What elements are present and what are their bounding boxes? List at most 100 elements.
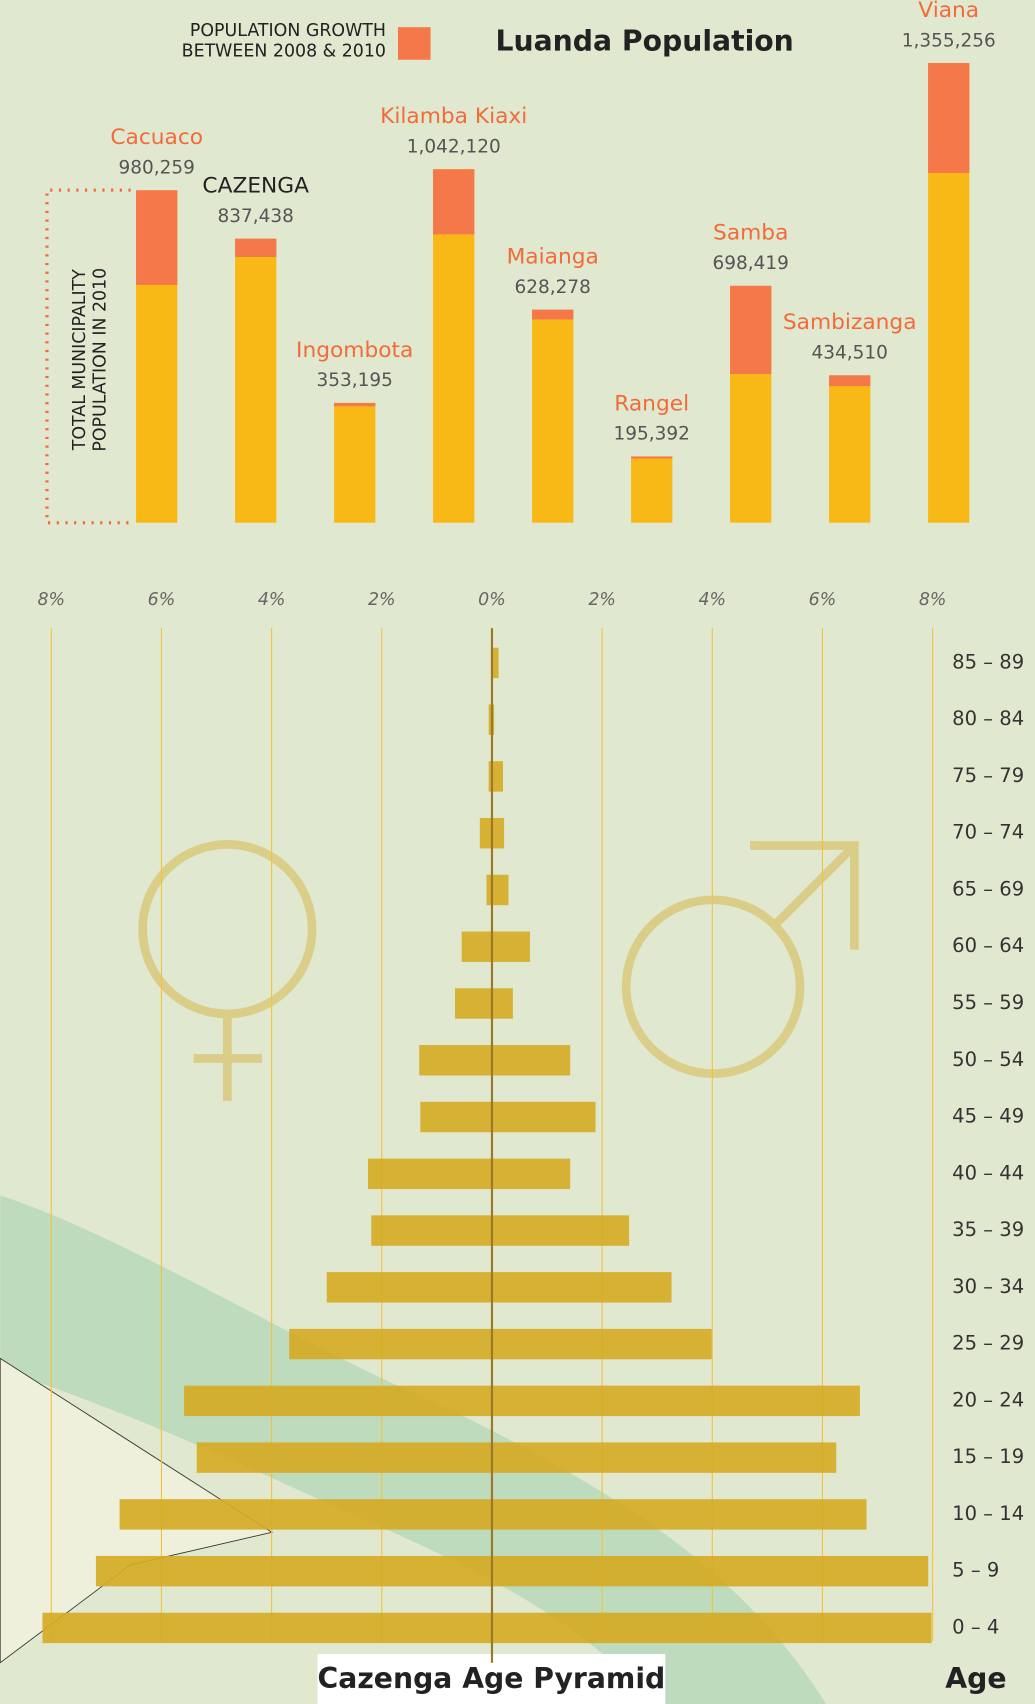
y-tick-label: 15 – 19 bbox=[952, 1445, 1024, 1468]
bar bbox=[119, 1499, 492, 1530]
bar bbox=[196, 1442, 492, 1473]
y-tick-label: 0 – 4 bbox=[952, 1615, 999, 1638]
y-tick-label: 75 – 79 bbox=[952, 764, 1024, 787]
total-label: TOTAL MUNICIPALITY POPULATION IN 2010 bbox=[68, 267, 110, 452]
bar bbox=[235, 238, 277, 523]
bar bbox=[461, 931, 492, 962]
female-symbol bbox=[138, 840, 317, 1101]
bar bbox=[491, 874, 509, 906]
y-tick-label: 80 – 84 bbox=[952, 707, 1024, 730]
bar bbox=[491, 931, 530, 962]
bar bbox=[491, 647, 499, 679]
category-label: Maianga bbox=[507, 244, 599, 269]
growth-bar bbox=[334, 402, 376, 407]
category-label: Rangel bbox=[614, 391, 689, 416]
bar bbox=[532, 309, 574, 523]
category-label: Samba bbox=[713, 221, 788, 246]
legend-label: POPULATION GROWTH BETWEEN 2008 & 2010 bbox=[181, 19, 387, 61]
value-label: 195,392 bbox=[614, 424, 690, 445]
bar bbox=[491, 988, 513, 1019]
growth-bar bbox=[235, 238, 277, 257]
bar bbox=[42, 1612, 492, 1644]
chart-title: Cazenga Age Pyramid bbox=[318, 1662, 666, 1695]
bar bbox=[491, 761, 503, 792]
value-label: 837,438 bbox=[218, 206, 294, 227]
x-tick-label: 4% bbox=[699, 590, 727, 610]
bar bbox=[491, 1158, 571, 1190]
y-tick-label: 20 – 24 bbox=[952, 1388, 1024, 1411]
growth-bar bbox=[829, 375, 871, 387]
value-label: 980,259 bbox=[119, 157, 195, 178]
x-tick-label: 2% bbox=[368, 590, 396, 610]
x-tick-label: 0% bbox=[478, 590, 506, 610]
growth-bar bbox=[136, 190, 178, 285]
bar bbox=[491, 1499, 867, 1530]
growth-bar bbox=[532, 309, 574, 320]
male-symbol bbox=[621, 841, 859, 1079]
growth-bar bbox=[928, 63, 970, 173]
bar bbox=[491, 1272, 672, 1303]
category-label: Ingombota bbox=[296, 338, 413, 363]
category-label: Kilamba Kiaxi bbox=[380, 104, 527, 129]
bar bbox=[491, 1442, 837, 1473]
value-label: 1,355,256 bbox=[902, 30, 996, 51]
y-tick-label: 5 – 9 bbox=[952, 1559, 999, 1582]
y-tick-label: 30 – 34 bbox=[952, 1275, 1024, 1298]
bar bbox=[491, 1612, 932, 1644]
y-tick-label: 60 – 64 bbox=[952, 934, 1024, 957]
value-label: 698,419 bbox=[713, 253, 789, 274]
y-tick-label: 50 – 54 bbox=[952, 1048, 1024, 1071]
legend: POPULATION GROWTH BETWEEN 2008 & 2010 bbox=[181, 19, 387, 61]
y-tick-label: 40 – 44 bbox=[952, 1161, 1024, 1184]
bar bbox=[334, 402, 376, 523]
y-tick-label: 70 – 74 bbox=[952, 821, 1024, 844]
y-tick-label: 35 – 39 bbox=[952, 1218, 1024, 1241]
bar bbox=[491, 1555, 929, 1587]
growth-bar bbox=[631, 456, 673, 459]
bar bbox=[488, 761, 492, 792]
bar bbox=[491, 1385, 860, 1417]
bar bbox=[631, 456, 673, 523]
bar bbox=[491, 817, 505, 849]
y-tick-label: 45 – 49 bbox=[952, 1105, 1024, 1128]
value-label: 353,195 bbox=[317, 370, 393, 391]
value-label: 434,510 bbox=[812, 343, 888, 364]
growth-bar bbox=[730, 285, 772, 375]
y-tick-label: 25 – 29 bbox=[952, 1332, 1024, 1355]
x-tick-label: 4% bbox=[258, 590, 286, 610]
bar bbox=[491, 1101, 596, 1133]
bar bbox=[488, 704, 492, 735]
bar bbox=[368, 1158, 492, 1190]
bar bbox=[455, 988, 492, 1019]
bar bbox=[420, 1101, 492, 1133]
chart-title: Luanda Population bbox=[495, 24, 793, 57]
category-label: Viana bbox=[918, 0, 979, 23]
bar bbox=[419, 1045, 492, 1076]
x-tick-label: 8% bbox=[919, 590, 947, 610]
bar bbox=[491, 1328, 712, 1360]
y-tick-label: 10 – 14 bbox=[952, 1502, 1024, 1525]
legend-swatch bbox=[397, 27, 431, 60]
bar bbox=[491, 1215, 630, 1246]
bar bbox=[491, 1045, 571, 1076]
value-label: 628,278 bbox=[515, 277, 591, 298]
bar bbox=[486, 874, 492, 906]
bar bbox=[289, 1328, 492, 1360]
x-tick-label: 6% bbox=[809, 590, 837, 610]
y-tick-label: 55 – 59 bbox=[952, 991, 1024, 1014]
bar bbox=[326, 1272, 492, 1303]
category-label: Sambizanga bbox=[783, 310, 917, 335]
category-label: Cacuaco bbox=[110, 125, 203, 150]
bar bbox=[95, 1555, 492, 1587]
axis-title: Age bbox=[945, 1662, 1006, 1695]
bar bbox=[371, 1215, 492, 1246]
category-label: CAZENGA bbox=[202, 174, 309, 199]
y-tick-label: 85 – 89 bbox=[952, 650, 1024, 673]
x-tick-label: 6% bbox=[148, 590, 176, 610]
bar bbox=[184, 1385, 492, 1417]
bar bbox=[829, 375, 871, 523]
value-label: 1,042,120 bbox=[407, 137, 501, 158]
x-tick-label: 2% bbox=[588, 590, 616, 610]
